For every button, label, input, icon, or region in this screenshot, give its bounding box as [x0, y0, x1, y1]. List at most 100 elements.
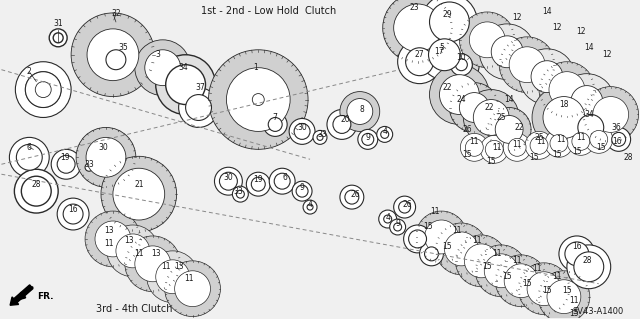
Circle shape: [232, 186, 248, 202]
Text: 30: 30: [297, 123, 307, 132]
Circle shape: [85, 163, 93, 171]
Circle shape: [156, 260, 189, 294]
Circle shape: [394, 223, 402, 231]
Circle shape: [549, 72, 585, 108]
Circle shape: [35, 82, 51, 98]
Text: 11: 11: [552, 272, 562, 281]
Circle shape: [289, 118, 315, 145]
Circle shape: [381, 130, 388, 138]
Circle shape: [463, 90, 519, 145]
Circle shape: [444, 232, 478, 266]
Text: SV43-A1400: SV43-A1400: [572, 307, 623, 315]
Circle shape: [390, 219, 406, 235]
Text: 33: 33: [234, 187, 243, 196]
Circle shape: [71, 13, 155, 97]
Circle shape: [147, 251, 198, 303]
Circle shape: [14, 169, 58, 213]
Text: 11: 11: [492, 143, 502, 152]
Circle shape: [394, 196, 415, 218]
Text: 12: 12: [576, 27, 586, 36]
Circle shape: [406, 48, 433, 76]
Circle shape: [527, 272, 561, 306]
Text: 11: 11: [161, 262, 170, 271]
Circle shape: [485, 140, 503, 158]
Circle shape: [186, 94, 211, 121]
Text: 31: 31: [53, 19, 63, 28]
Text: 15: 15: [502, 272, 512, 281]
Text: 25: 25: [497, 113, 506, 122]
Circle shape: [460, 133, 488, 161]
Circle shape: [550, 134, 568, 152]
Circle shape: [451, 54, 472, 76]
Text: 3rd - 4th Clutch: 3rd - 4th Clutch: [96, 304, 173, 314]
Circle shape: [420, 242, 444, 266]
Text: 35: 35: [118, 43, 128, 52]
Circle shape: [63, 204, 83, 224]
Text: 29: 29: [443, 11, 452, 19]
Text: FR.: FR.: [37, 292, 54, 301]
Text: 11: 11: [429, 207, 439, 216]
Circle shape: [51, 149, 81, 179]
Text: 15: 15: [572, 147, 582, 156]
Circle shape: [268, 117, 282, 131]
Text: 11: 11: [513, 140, 522, 149]
Text: 15: 15: [569, 309, 579, 318]
Text: 16: 16: [68, 204, 78, 213]
Circle shape: [384, 215, 392, 223]
Circle shape: [480, 135, 508, 163]
Text: 15: 15: [552, 150, 562, 159]
Text: 34: 34: [179, 63, 189, 72]
Circle shape: [404, 225, 431, 253]
Circle shape: [572, 132, 590, 150]
Text: 5: 5: [439, 43, 444, 52]
Circle shape: [426, 39, 458, 71]
Text: 28: 28: [582, 256, 591, 265]
Text: 7: 7: [273, 113, 278, 122]
Circle shape: [347, 99, 372, 124]
Circle shape: [519, 49, 575, 105]
Circle shape: [440, 75, 479, 115]
Text: 24: 24: [456, 95, 466, 104]
Text: 14: 14: [584, 43, 594, 52]
Circle shape: [424, 247, 438, 261]
Text: 28: 28: [624, 153, 634, 162]
Circle shape: [252, 177, 265, 191]
Circle shape: [53, 33, 63, 43]
Text: 11: 11: [513, 256, 522, 265]
Circle shape: [476, 245, 527, 297]
Text: 15: 15: [529, 153, 539, 162]
Circle shape: [49, 29, 67, 47]
Circle shape: [469, 22, 505, 58]
Text: 13: 13: [151, 249, 161, 258]
Text: 26: 26: [463, 125, 472, 134]
Circle shape: [214, 167, 243, 195]
Circle shape: [492, 36, 523, 68]
Text: 20: 20: [340, 115, 349, 124]
Circle shape: [449, 83, 499, 132]
Circle shape: [465, 244, 498, 278]
Circle shape: [209, 50, 308, 149]
Text: 16: 16: [612, 137, 621, 146]
Circle shape: [578, 115, 604, 140]
Text: 37: 37: [196, 83, 205, 92]
Circle shape: [394, 4, 442, 52]
Text: 23: 23: [410, 4, 419, 12]
Circle shape: [26, 72, 61, 108]
Circle shape: [474, 100, 509, 135]
Circle shape: [81, 159, 97, 175]
Text: 11: 11: [492, 249, 502, 258]
Circle shape: [156, 55, 216, 115]
Text: 26: 26: [403, 200, 412, 209]
Text: 15: 15: [483, 262, 492, 271]
Text: 15: 15: [542, 286, 552, 295]
Circle shape: [399, 201, 411, 213]
Circle shape: [531, 61, 563, 93]
Text: 11: 11: [470, 137, 479, 146]
Text: 12: 12: [602, 50, 611, 59]
Circle shape: [57, 198, 89, 230]
Circle shape: [236, 190, 244, 198]
Circle shape: [274, 173, 290, 189]
Circle shape: [101, 156, 177, 232]
Text: 26: 26: [350, 189, 360, 199]
Text: 22: 22: [515, 123, 524, 132]
